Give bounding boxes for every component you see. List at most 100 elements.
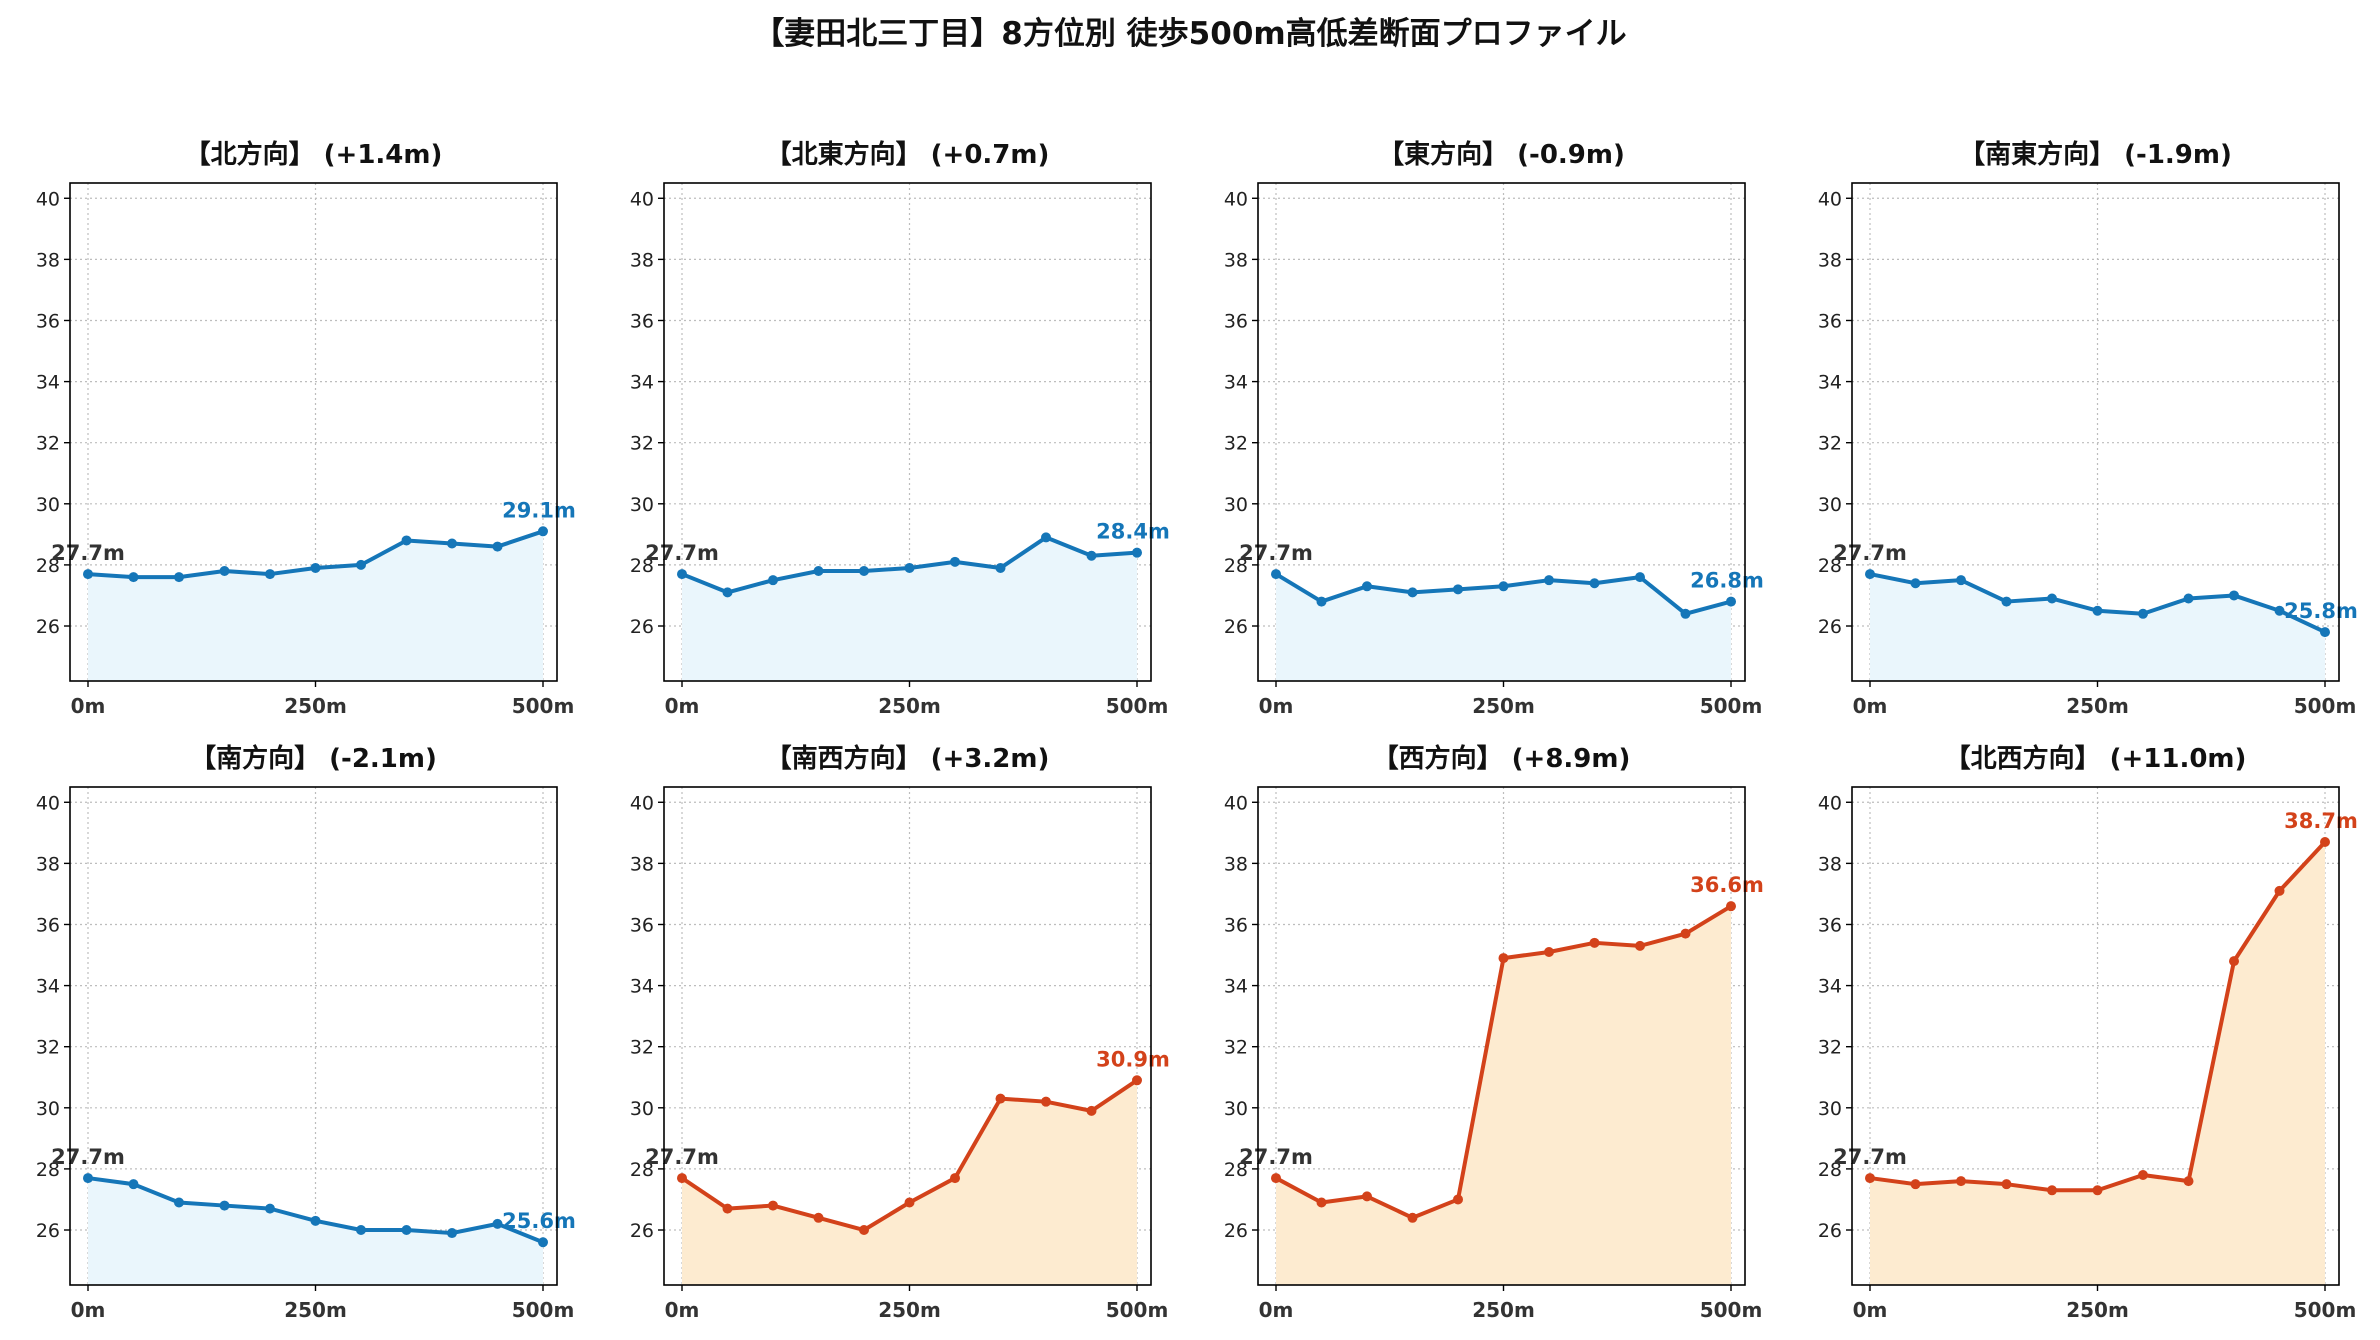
elevation-point [1453, 584, 1463, 595]
y-tick-label: 40 [36, 188, 60, 210]
y-tick-label: 32 [1818, 1037, 1842, 1059]
elevation-point [1589, 578, 1600, 589]
x-tick-label: 500m [1700, 694, 1763, 718]
elevation-point [2092, 1185, 2103, 1196]
x-tick-label: 0m [71, 694, 106, 718]
y-tick-label: 26 [1818, 616, 1842, 638]
x-tick-label: 250m [284, 694, 347, 718]
elevation-point [356, 1225, 366, 1236]
panel-title: 【西方向】 (+8.9m) [1373, 743, 1631, 774]
elevation-point [1635, 572, 1645, 583]
elevation-point [310, 562, 321, 573]
end-elevation-label: 30.9m [1096, 1047, 1170, 1071]
elevation-point [1316, 1197, 1327, 1208]
panel-title: 【南東方向】 (-1.9m) [1959, 139, 2232, 170]
panel-title: 【北西方向】 (+11.0m) [1945, 743, 2247, 774]
panel-1: 【北方向】 (+1.4m) 26 28 30 32 34 36 38 40 0m 250m 500m 2… [36, 139, 576, 718]
y-tick-label: 40 [1818, 792, 1842, 814]
elevation-point [265, 569, 275, 580]
x-tick-label: 250m [284, 1298, 347, 1322]
elevation-point [1316, 596, 1327, 607]
x-tick-label: 250m [2066, 1298, 2129, 1322]
y-tick-label: 40 [36, 792, 60, 814]
elevation-point [83, 1173, 93, 1184]
elevation-point [447, 538, 457, 549]
elevation-point [1407, 587, 1418, 598]
y-tick-label: 28 [630, 1159, 654, 1181]
elevation-point [1086, 550, 1097, 561]
x-tick-label: 0m [1259, 694, 1294, 718]
elevation-area [682, 537, 1137, 681]
x-tick-label: 500m [1106, 694, 1169, 718]
elevation-point [1498, 953, 1509, 964]
panel-6: 【南西方向】 (+3.2m) 26 28 30 32 34 36 38 40 0m 250m 500m… [630, 743, 1170, 1322]
y-tick-label: 38 [1818, 853, 1842, 875]
panel-title: 【南方向】 (-2.1m) [190, 743, 437, 774]
elevation-point [174, 572, 184, 583]
elevation-point [174, 1197, 184, 1208]
elevation-point [722, 587, 733, 598]
y-tick-label: 30 [1224, 494, 1248, 516]
y-tick-label: 38 [1818, 249, 1842, 271]
x-tick-label: 0m [665, 694, 700, 718]
y-tick-label: 36 [630, 310, 654, 332]
x-tick-label: 0m [1259, 1298, 1294, 1322]
y-tick-label: 40 [1818, 188, 1842, 210]
elevation-point [1680, 608, 1691, 619]
elevation-point [677, 569, 687, 580]
elevation-point [2183, 593, 2194, 604]
elevation-point [401, 1225, 412, 1236]
y-tick-label: 34 [1224, 372, 1248, 394]
elevation-point [1362, 1191, 1372, 1202]
elevation-point [995, 562, 1006, 573]
x-tick-label: 250m [1472, 694, 1535, 718]
elevation-point [356, 559, 366, 570]
x-tick-label: 250m [2066, 694, 2129, 718]
y-tick-label: 30 [36, 1098, 60, 1120]
y-tick-label: 34 [1224, 976, 1248, 998]
panel-title: 【北東方向】 (+0.7m) [766, 139, 1050, 170]
y-tick-label: 40 [1224, 188, 1248, 210]
y-tick-label: 36 [36, 914, 60, 936]
y-tick-label: 26 [36, 1220, 60, 1242]
x-tick-label: 250m [1472, 1298, 1535, 1322]
plot-frame [69, 182, 558, 682]
elevation-point [219, 1200, 230, 1211]
elevation-point [1041, 1096, 1051, 1107]
y-tick-label: 38 [36, 853, 60, 875]
panel-7: 【西方向】 (+8.9m) 26 28 30 32 34 36 38 40 0m 250m 500m 2… [1224, 743, 1764, 1322]
elevation-point [1498, 581, 1509, 592]
y-tick-label: 26 [36, 616, 60, 638]
x-tick-label: 250m [878, 1298, 941, 1322]
elevation-area [88, 531, 543, 681]
elevation-point [2274, 605, 2285, 616]
y-tick-label: 34 [36, 372, 60, 394]
plot-frame [1257, 786, 1746, 1286]
y-tick-label: 26 [1818, 1220, 1842, 1242]
elevation-point [2047, 1185, 2057, 1196]
elevation-point [265, 1203, 275, 1214]
end-elevation-label: 28.4m [1096, 520, 1170, 544]
x-tick-label: 500m [2294, 1298, 2357, 1322]
elevation-point [950, 1173, 960, 1184]
start-elevation-label: 27.7m [1239, 1145, 1313, 1169]
x-tick-label: 500m [1700, 1298, 1763, 1322]
elevation-point [768, 1200, 778, 1211]
y-tick-label: 36 [630, 914, 654, 936]
start-elevation-label: 27.7m [1833, 541, 1907, 565]
elevation-point [2047, 593, 2057, 604]
elevation-point [538, 526, 548, 537]
x-tick-label: 500m [1106, 1298, 1169, 1322]
x-tick-label: 0m [1853, 1298, 1888, 1322]
y-tick-label: 36 [1818, 914, 1842, 936]
start-elevation-label: 27.7m [51, 541, 125, 565]
elevation-area [1276, 574, 1731, 681]
start-elevation-label: 27.7m [1833, 1145, 1907, 1169]
elevation-point [859, 1225, 869, 1236]
end-elevation-label: 25.8m [2284, 599, 2358, 623]
y-tick-label: 40 [1224, 792, 1248, 814]
end-elevation-label: 29.1m [502, 498, 576, 522]
elevation-point [1132, 1075, 1142, 1086]
y-tick-label: 28 [36, 555, 60, 577]
end-elevation-label: 26.8m [1690, 569, 1764, 593]
